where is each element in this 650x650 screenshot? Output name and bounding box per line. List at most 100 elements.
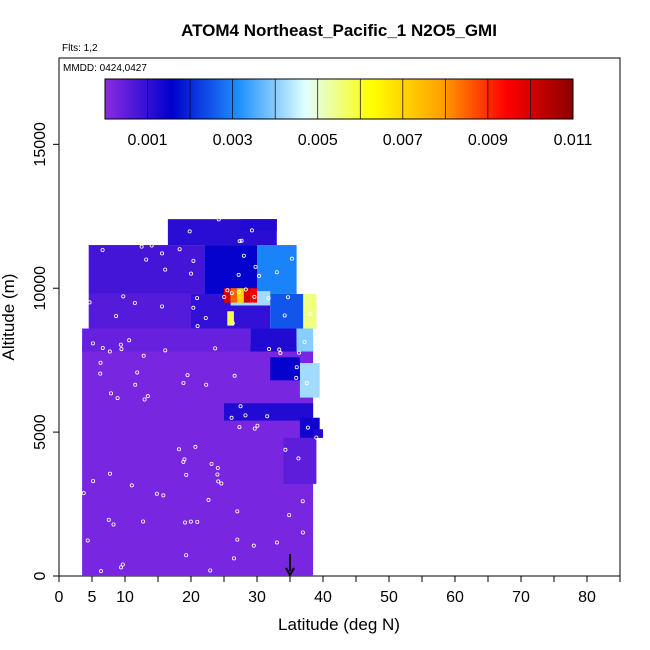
y-axis-label: Altitude (m) — [0, 274, 18, 361]
sample-marker — [305, 425, 310, 430]
sample-marker — [289, 256, 294, 261]
sample-marker — [133, 382, 138, 387]
x-tick-label: 60 — [446, 589, 464, 606]
x-tick-label: 5 — [88, 589, 97, 606]
sample-marker — [176, 447, 181, 452]
heatmap-cell — [82, 345, 314, 576]
sample-marker — [141, 519, 146, 524]
sample-marker — [266, 296, 271, 301]
sample-marker — [219, 481, 224, 486]
sample-marker — [237, 239, 242, 244]
sample-marker — [294, 375, 299, 380]
sample-marker — [296, 456, 301, 461]
sample-marker — [277, 347, 282, 352]
sample-marker — [229, 415, 234, 420]
colorbar-tick-label: 0.007 — [383, 132, 423, 149]
sample-marker — [91, 479, 96, 484]
sample-marker — [121, 294, 126, 299]
sample-marker — [160, 251, 165, 256]
sample-marker — [189, 271, 194, 276]
colorbar-tick-label: 0.001 — [128, 132, 168, 149]
sample-marker — [107, 349, 112, 354]
arrow-head — [285, 567, 295, 578]
sample-marker — [195, 324, 200, 329]
y-tick-label: 15000 — [32, 122, 49, 167]
heatmap-cell — [88, 245, 205, 294]
sample-marker — [243, 413, 248, 418]
sample-marker — [193, 444, 198, 449]
sample-marker — [181, 459, 186, 464]
sample-marker — [208, 568, 213, 573]
sample-marker — [132, 300, 137, 305]
sample-marker — [100, 247, 105, 252]
sample-marker — [283, 447, 288, 452]
sample-marker — [225, 288, 230, 293]
sample-marker — [267, 347, 272, 352]
sample-marker — [98, 569, 103, 574]
sample-marker — [213, 346, 218, 351]
heatmap-cell — [299, 363, 320, 398]
sample-marker — [239, 238, 244, 243]
sample-markers — [81, 217, 319, 574]
sample-marker — [163, 267, 168, 272]
sample-marker — [235, 509, 240, 514]
sample-marker — [287, 513, 292, 518]
sample-marker — [184, 553, 189, 558]
heatmap-cell — [224, 288, 231, 303]
sample-marker — [90, 341, 95, 346]
sample-marker — [297, 350, 302, 355]
sample-marker — [243, 287, 248, 292]
sample-marker — [294, 365, 299, 370]
sample-marker — [257, 273, 262, 278]
y-tick-label: 0 — [32, 571, 49, 580]
sample-marker — [187, 229, 192, 234]
sample-marker — [100, 345, 105, 350]
heatmap-cell — [230, 288, 238, 303]
date-label: MMDD: 0424,0427 — [63, 63, 147, 74]
heatmap-cell — [270, 357, 300, 381]
sample-marker — [238, 404, 243, 409]
x-tick-label: 50 — [380, 589, 398, 606]
sample-marker — [144, 257, 149, 262]
sample-marker — [181, 380, 186, 385]
sample-marker — [141, 353, 146, 358]
axes: 0 5 10 20 30 40 50 60 70 80 0 5000 10000 15000 — [32, 122, 621, 606]
sample-marker — [191, 258, 196, 263]
x-tick-label: 80 — [578, 589, 596, 606]
sample-marker — [145, 394, 150, 399]
sample-marker — [274, 270, 279, 275]
sample-marker — [229, 291, 234, 296]
sample-marker — [160, 304, 165, 309]
sample-marker — [278, 351, 283, 356]
x-tick-label: 0 — [55, 589, 64, 606]
sample-marker — [204, 382, 209, 387]
sample-marker — [98, 360, 103, 365]
heatmap-cell — [283, 437, 317, 484]
sample-marker — [106, 517, 111, 522]
x-tick-label: 40 — [314, 589, 332, 606]
sample-marker — [87, 300, 92, 305]
sample-marker — [232, 373, 237, 378]
sample-marker — [216, 479, 221, 484]
sample-marker — [183, 520, 188, 525]
sample-marker — [286, 295, 291, 300]
sample-marker — [251, 543, 256, 548]
sample-marker — [127, 338, 132, 343]
heatmap-cell — [250, 328, 297, 352]
x-tick-label: 30 — [248, 589, 266, 606]
colorbar-gradient — [104, 78, 574, 120]
sample-marker — [255, 423, 260, 428]
sample-marker — [184, 472, 189, 477]
flights-label: Flts: 1,2 — [62, 43, 98, 54]
x-tick-label: 70 — [512, 589, 530, 606]
y-tick-label: 5000 — [32, 414, 49, 450]
sample-marker — [115, 396, 120, 401]
sample-marker — [206, 497, 211, 502]
heatmap-cell — [257, 245, 297, 294]
plot-frame — [58, 57, 621, 577]
sample-marker — [149, 243, 154, 248]
colorbar-tick-label: 0.011 — [554, 132, 593, 149]
sample-marker — [274, 540, 279, 545]
sample-marker — [235, 537, 240, 542]
sample-marker — [135, 370, 140, 375]
